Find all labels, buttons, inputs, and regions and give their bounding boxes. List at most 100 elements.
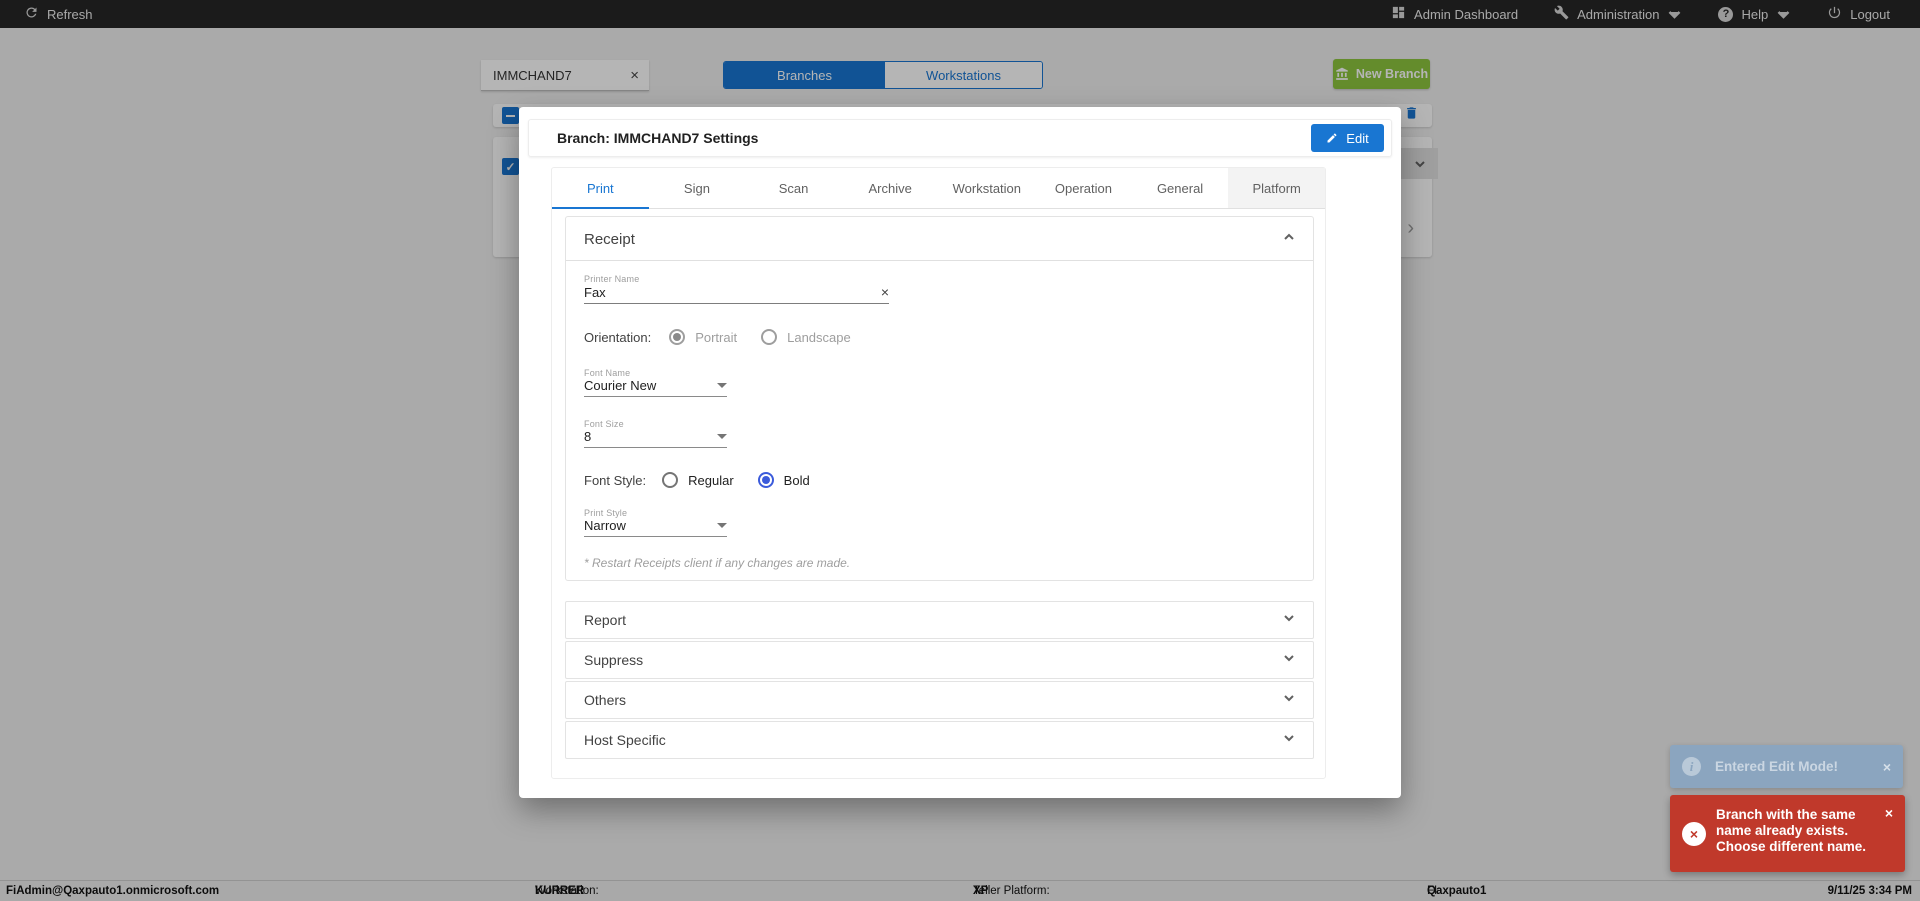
font-style-bold-radio[interactable] bbox=[757, 472, 774, 488]
logout-button[interactable]: Logout bbox=[1827, 5, 1890, 23]
restart-note: * Restart Receipts client if any changes… bbox=[584, 556, 851, 570]
tab-sign[interactable]: Sign bbox=[683, 180, 710, 196]
help-label: Help bbox=[1741, 6, 1769, 22]
statusbar: FiAdmin@Qaxpauto1.onmicrosoft.com Workst… bbox=[0, 880, 1920, 901]
topbar: Refresh Admin Dashboard Administration ?… bbox=[0, 0, 1920, 28]
branches-tab[interactable]: Branches bbox=[724, 62, 885, 88]
printer-name-value: Fax bbox=[584, 284, 606, 300]
tab-operation[interactable]: Operation bbox=[1054, 180, 1112, 196]
dashboard-icon bbox=[1391, 5, 1406, 23]
printer-name-label: Printer Name bbox=[584, 274, 640, 284]
workstations-tab[interactable]: Workstations bbox=[885, 62, 1042, 88]
collapsed-sections: Report Suppress Others Host Specific bbox=[565, 601, 1314, 761]
settings-tab-panel: Print Sign Scan Archive Workstation Oper… bbox=[551, 167, 1326, 779]
error-toast-message: Branch with the same name already exists… bbox=[1716, 807, 1867, 854]
row-checkbox[interactable] bbox=[502, 158, 519, 175]
new-branch-button[interactable]: New Branch bbox=[1333, 59, 1430, 89]
dialog-header: Branch: IMMCHAND7 Settings Edit bbox=[528, 119, 1392, 157]
print-style-select[interactable]: Print Style Narrow bbox=[584, 508, 727, 537]
help-menu[interactable]: ? Help bbox=[1718, 6, 1791, 22]
row-expand-chevron[interactable]: › bbox=[1407, 217, 1414, 239]
chevron-down-icon bbox=[1414, 160, 1425, 167]
font-name-select[interactable]: Font Name Courier New bbox=[584, 368, 727, 397]
tab-print[interactable]: Print bbox=[552, 168, 649, 209]
font-style-regular-radio[interactable] bbox=[662, 472, 679, 488]
statusbar-fi: FI: Qaxpauto1 bbox=[1427, 885, 1487, 897]
section-host-specific[interactable]: Host Specific bbox=[565, 721, 1314, 759]
branches-workstations-toggle: Branches Workstations bbox=[723, 61, 1043, 89]
section-report[interactable]: Report bbox=[565, 601, 1314, 639]
edit-button[interactable]: Edit bbox=[1311, 124, 1384, 152]
new-branch-label: New Branch bbox=[1355, 67, 1429, 81]
regular-label: Regular bbox=[688, 472, 734, 488]
chevron-down-icon bbox=[1669, 10, 1681, 19]
search-value: IMMCHAND7 bbox=[493, 67, 572, 83]
clear-search-icon[interactable]: × bbox=[630, 66, 639, 84]
receipt-section-title: Receipt bbox=[584, 230, 635, 248]
delete-button[interactable] bbox=[1404, 105, 1419, 126]
close-icon[interactable]: × bbox=[1882, 758, 1891, 775]
bold-label: Bold bbox=[783, 472, 810, 488]
statusbar-datetime: 9/11/25 3:34 PM bbox=[1827, 885, 1912, 897]
branch-search-input[interactable]: IMMCHAND7 × bbox=[481, 60, 649, 91]
error-icon: × bbox=[1682, 821, 1706, 846]
portrait-label: Portrait bbox=[695, 329, 738, 345]
section-others[interactable]: Others bbox=[565, 681, 1314, 719]
close-icon[interactable]: × bbox=[1884, 805, 1893, 821]
collapse-chevron-up-icon[interactable] bbox=[1283, 230, 1295, 248]
pencil-icon bbox=[1327, 133, 1337, 143]
orientation-landscape-radio[interactable] bbox=[761, 329, 778, 345]
chevron-down-icon bbox=[1283, 691, 1295, 709]
dropdown-caret-icon bbox=[717, 434, 727, 439]
tab-workstation[interactable]: Workstation bbox=[952, 180, 1022, 196]
orientation-label: Orientation: bbox=[584, 329, 652, 345]
printer-name-field[interactable]: Printer Name Fax × bbox=[584, 274, 889, 304]
font-size-label: Font Size bbox=[584, 419, 624, 429]
statusbar-user: FiAdmin@Qaxpauto1.onmicrosoft.com bbox=[6, 885, 220, 897]
font-size-value: 8 bbox=[584, 429, 592, 444]
chevron-down-icon bbox=[1283, 731, 1295, 749]
font-name-value: Courier New bbox=[584, 378, 657, 393]
help-icon: ? bbox=[1718, 6, 1734, 22]
tab-general[interactable]: General bbox=[1156, 180, 1204, 196]
power-icon bbox=[1827, 5, 1842, 23]
receipt-section: Receipt Printer Name Fax × bbox=[565, 216, 1314, 581]
font-name-label: Font Name bbox=[584, 368, 631, 378]
refresh-button[interactable]: Refresh bbox=[24, 5, 93, 23]
chevron-down-icon bbox=[1777, 10, 1790, 19]
print-style-label: Print Style bbox=[584, 508, 628, 518]
admin-dashboard-button[interactable]: Admin Dashboard bbox=[1391, 5, 1518, 23]
dropdown-caret-icon bbox=[717, 383, 727, 388]
select-all-checkbox[interactable] bbox=[502, 107, 519, 124]
tab-scan[interactable]: Scan bbox=[778, 180, 809, 196]
administration-menu[interactable]: Administration bbox=[1554, 5, 1682, 23]
dropdown-caret-icon bbox=[717, 523, 727, 528]
info-toast: i Entered Edit Mode! × bbox=[1670, 745, 1903, 788]
refresh-label: Refresh bbox=[47, 6, 93, 22]
administration-label: Administration bbox=[1577, 6, 1660, 22]
tab-platform[interactable]: Platform bbox=[1228, 168, 1325, 208]
divider bbox=[566, 260, 1313, 261]
landscape-label: Landscape bbox=[787, 329, 851, 345]
bank-icon bbox=[1336, 67, 1348, 80]
font-size-select[interactable]: Font Size 8 bbox=[584, 419, 727, 448]
admin-dashboard-label: Admin Dashboard bbox=[1414, 6, 1519, 22]
section-suppress[interactable]: Suppress bbox=[565, 641, 1314, 679]
statusbar-workstation: Workstation: KURRER bbox=[535, 885, 599, 897]
clear-field-icon[interactable]: × bbox=[880, 284, 889, 300]
wrench-icon bbox=[1554, 5, 1569, 23]
font-style-label: Font Style: bbox=[584, 472, 647, 488]
orientation-group: Orientation: Portrait Landscape bbox=[584, 329, 1295, 345]
orientation-portrait-radio[interactable] bbox=[669, 329, 686, 345]
chevron-down-icon bbox=[1283, 611, 1295, 629]
statusbar-teller-platform: Teller Platform: XP bbox=[973, 885, 1050, 897]
dialog-title: Branch: IMMCHAND7 Settings bbox=[557, 130, 759, 146]
row-dropdown[interactable] bbox=[1401, 148, 1438, 179]
edit-label: Edit bbox=[1346, 130, 1369, 146]
trash-icon bbox=[1407, 107, 1416, 119]
tab-archive[interactable]: Archive bbox=[868, 180, 912, 196]
info-icon: i bbox=[1682, 757, 1701, 776]
chevron-down-icon bbox=[1283, 651, 1295, 669]
info-toast-message: Entered Edit Mode! bbox=[1715, 759, 1839, 774]
